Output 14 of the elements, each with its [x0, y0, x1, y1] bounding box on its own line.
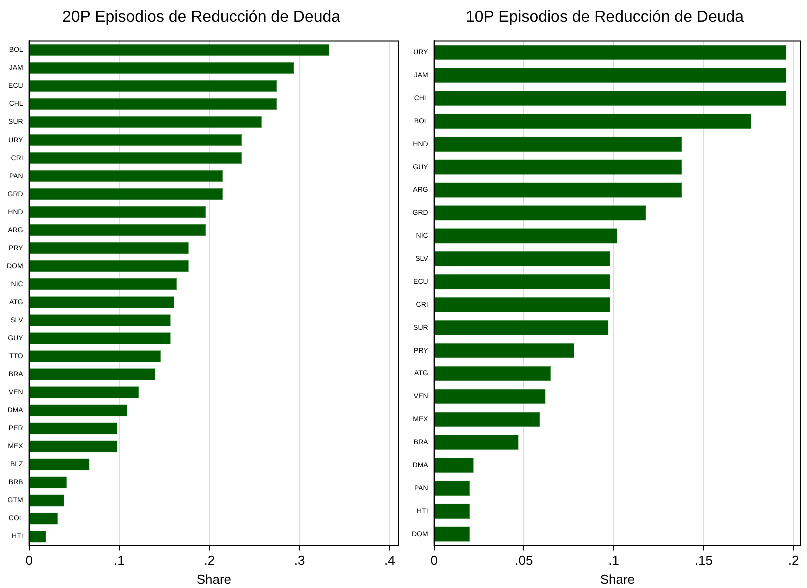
x-tick-label: .15: [694, 553, 713, 568]
chart-title: 20P Episodios de Reducción de Deuda: [62, 9, 341, 26]
x-tick-label: .2: [788, 553, 800, 568]
x-tick-label: .1: [608, 553, 620, 568]
x-tick-label: .05: [515, 553, 534, 568]
x-tick-label: 0: [430, 553, 438, 568]
x-axis-title: Share: [600, 572, 636, 587]
chart-title: 10P Episodios de Reducción de Deuda: [466, 9, 744, 26]
x-tick-label: .2: [204, 553, 216, 568]
x-tick-label: .4: [384, 553, 396, 568]
x-tick-label: .1: [114, 553, 125, 568]
x-tick-label: .3: [294, 553, 306, 568]
x-tick-label: 0: [26, 553, 33, 568]
x-axis-title: Share: [196, 572, 232, 587]
